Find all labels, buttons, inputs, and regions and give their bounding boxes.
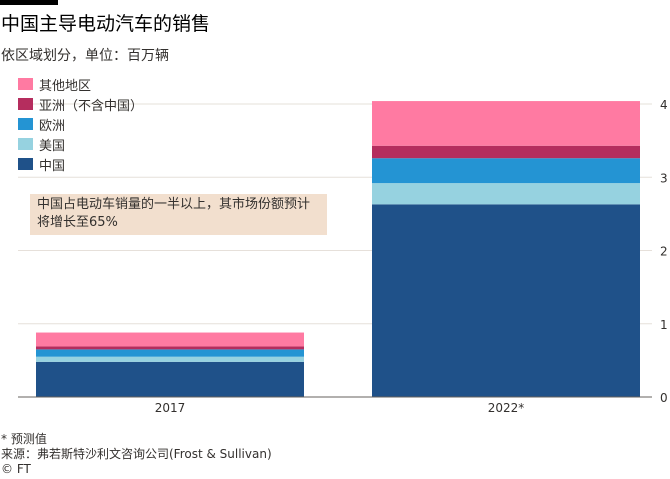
bar-2022-其他地区 xyxy=(372,101,640,146)
forecast-note: * 预测值 xyxy=(1,432,47,446)
bar-2017-中国 xyxy=(36,361,304,397)
chart-subtitle: 依区域划分，单位：百万辆 xyxy=(1,48,169,64)
legend-label: 欧洲 xyxy=(39,118,66,134)
legend-item: 中国 xyxy=(18,154,143,174)
x-tick-label-2022: 2022* xyxy=(488,401,525,415)
y-tick-label-4: 4 xyxy=(660,98,668,112)
legend-swatch xyxy=(18,78,33,90)
legend-item: 亚洲（不含中国） xyxy=(18,94,143,114)
legend-item: 美国 xyxy=(18,134,143,154)
bars xyxy=(36,101,640,397)
chart-title: 中国主导电动汽车的销售 xyxy=(1,13,211,35)
y-tick-label-0: 0 xyxy=(660,391,668,405)
legend-swatch xyxy=(18,98,33,110)
legend-label: 美国 xyxy=(39,138,66,154)
legend-label: 亚洲（不含中国） xyxy=(39,98,144,114)
y-tick-label-1: 1 xyxy=(660,318,668,332)
bar-2022-亚洲（不含中国） xyxy=(372,145,640,159)
y-tick-label-3: 3 xyxy=(660,171,668,185)
legend-swatch xyxy=(18,158,33,170)
legend-swatch xyxy=(18,138,33,150)
bar-2022-欧洲 xyxy=(372,158,640,184)
legend-item: 欧洲 xyxy=(18,114,143,134)
legend-label: 其他地区 xyxy=(39,78,92,94)
bar-2017-欧洲 xyxy=(36,349,304,357)
source-note: 来源：弗若斯特沙利文咨询公司(Frost & Sullivan) xyxy=(1,447,272,461)
bar-2017-其他地区 xyxy=(36,332,304,347)
legend: 其他地区亚洲（不含中国） 欧洲美国中国 xyxy=(18,74,143,174)
legend-label: 中国 xyxy=(39,158,66,174)
legend-item: 其他地区 xyxy=(18,74,143,94)
ft-credit: © FT xyxy=(1,462,31,476)
bar-2022-美国 xyxy=(372,183,640,205)
legend-swatch xyxy=(18,118,33,130)
x-tick-label-2017: 2017 xyxy=(155,401,186,415)
footer: * 预测值 来源：弗若斯特沙利文咨询公司(Frost & Sullivan) ©… xyxy=(1,432,272,477)
bar-2022-中国 xyxy=(372,204,640,397)
bar-2017-美国 xyxy=(36,356,304,362)
axes: 0 1 2 3 4 2017 2022* xyxy=(18,98,668,415)
y-tick-label-2: 2 xyxy=(660,245,668,259)
annotation: 中国占电动车销量的一半以上，其市场份额预计将增长至65% xyxy=(30,194,327,235)
bar-2017-亚洲（不含中国） xyxy=(36,346,304,350)
top-rule xyxy=(0,0,58,5)
